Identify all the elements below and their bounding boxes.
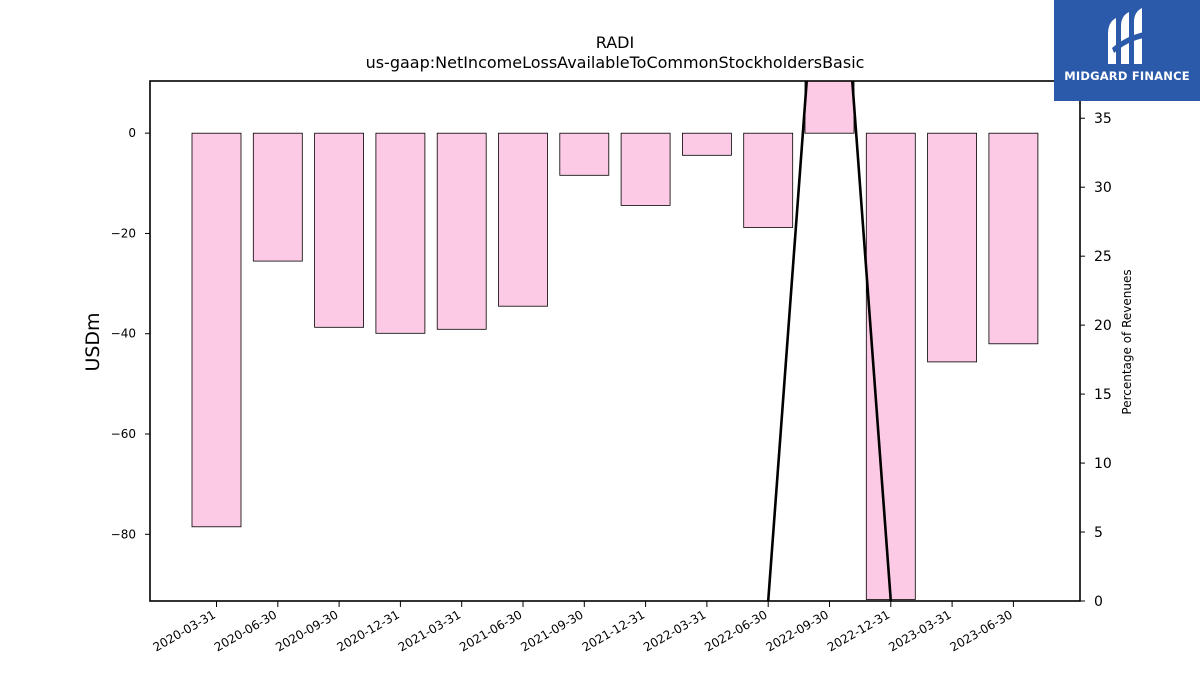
x-tick-label: 2022-06-30: [702, 607, 769, 654]
chart-subtitle: us-gaap:NetIncomeLossAvailableToCommonSt…: [366, 53, 865, 72]
bar: [559, 132, 610, 176]
y-tick-label: −20: [111, 226, 136, 240]
x-tick-label: 2021-06-30: [457, 607, 524, 654]
bar: [375, 132, 426, 334]
bar-series: [191, 81, 1039, 600]
y2-tick-label: 5: [1094, 525, 1103, 541]
x-tick-label: 2023-06-30: [947, 607, 1014, 654]
x-tick-label: 2023-03-31: [886, 607, 953, 654]
x-tick-label: 2021-09-30: [518, 607, 585, 654]
y-tick-label: −40: [111, 327, 136, 341]
logo-text: MIDGARD FINANCE: [1064, 69, 1190, 83]
y-axis-label: USDm: [82, 312, 104, 371]
y2-tick-label: 35: [1094, 111, 1112, 127]
bar: [314, 132, 365, 328]
y2-tick-label: 0: [1094, 594, 1103, 610]
bar: [804, 81, 855, 134]
midgard-logo-icon: [1108, 8, 1144, 64]
midgard-finance-logo: MIDGARD FINANCE: [1054, 0, 1200, 101]
chart-title: RADI: [596, 33, 634, 52]
bar: [191, 132, 242, 528]
x-tick-label: 2022-03-31: [641, 607, 708, 654]
bar: [743, 132, 794, 228]
x-tick-label: 2021-12-31: [580, 607, 647, 654]
y2-tick-label: 15: [1094, 387, 1112, 403]
bar: [620, 132, 671, 206]
y-tick-label: −60: [111, 427, 136, 441]
y-tick-label: 0: [128, 126, 136, 140]
plot-frame: [149, 80, 1081, 602]
y2-axis-label: Percentage of Revenues: [1120, 269, 1134, 414]
x-tick-label: 2020-12-31: [334, 607, 401, 654]
x-tick-label: 2022-09-30: [764, 607, 831, 654]
bar: [498, 132, 548, 307]
y2-tick-label: 20: [1094, 318, 1112, 334]
revenue-percentage-line: [766, 81, 893, 601]
x-tick-label: 2020-03-31: [151, 607, 218, 654]
bar: [927, 132, 977, 363]
y2-tick-label: 25: [1094, 249, 1112, 265]
bar: [436, 132, 487, 330]
bar: [988, 132, 1039, 345]
bar: [252, 132, 303, 262]
x-tick-label: 2021-03-31: [396, 607, 463, 654]
line-series: [766, 81, 893, 601]
y-tick-label: −80: [111, 527, 136, 541]
y2-tick-label: 30: [1094, 180, 1112, 196]
x-tick-label: 2020-06-30: [212, 607, 279, 654]
y2-tick-label: 10: [1094, 456, 1112, 472]
plot-area: 0−20−40−60−80051015202530352020-03-31202…: [111, 80, 1112, 654]
bar: [682, 132, 732, 156]
x-tick-label: 2020-09-30: [273, 607, 340, 654]
x-tick-label: 2022-12-31: [825, 607, 892, 654]
